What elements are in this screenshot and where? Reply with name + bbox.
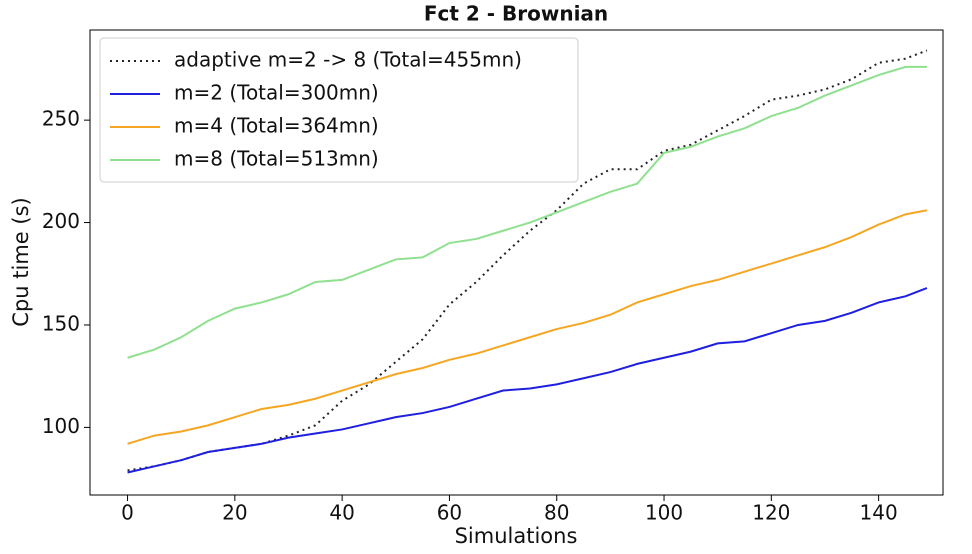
plot-frame xyxy=(89,29,944,496)
y-tick-label: 150 xyxy=(42,311,80,335)
x-tick-label: 120 xyxy=(752,501,790,525)
x-tick-label: 140 xyxy=(860,501,898,525)
legend-box xyxy=(99,37,579,183)
y-tick-label: 250 xyxy=(42,107,80,131)
y-tick-label: 100 xyxy=(42,414,80,438)
legend-label: m=2 (Total=300mn) xyxy=(174,81,379,105)
y-axis-label: Cpu time (s) xyxy=(9,197,33,326)
legend-label: m=4 (Total=364mn) xyxy=(174,114,379,138)
chart-title: Fct 2 - Brownian xyxy=(424,2,608,26)
x-tick-label: 100 xyxy=(645,501,683,525)
x-tick-label: 40 xyxy=(329,501,354,525)
x-axis-label: Simulations xyxy=(455,524,578,548)
series-line xyxy=(127,49,928,472)
legend-label: m=8 (Total=513mn) xyxy=(174,147,379,171)
x-tick-label: 60 xyxy=(437,501,462,525)
y-tick-label: 200 xyxy=(42,209,80,233)
series-line xyxy=(127,287,928,474)
x-tick-label: 0 xyxy=(121,501,134,525)
legend-label: adaptive m=2 -> 8 (Total=455mn) xyxy=(174,48,522,72)
series-line xyxy=(127,209,928,445)
series-line xyxy=(127,65,927,359)
x-tick-label: 20 xyxy=(222,501,247,525)
x-tick-label: 80 xyxy=(544,501,569,525)
